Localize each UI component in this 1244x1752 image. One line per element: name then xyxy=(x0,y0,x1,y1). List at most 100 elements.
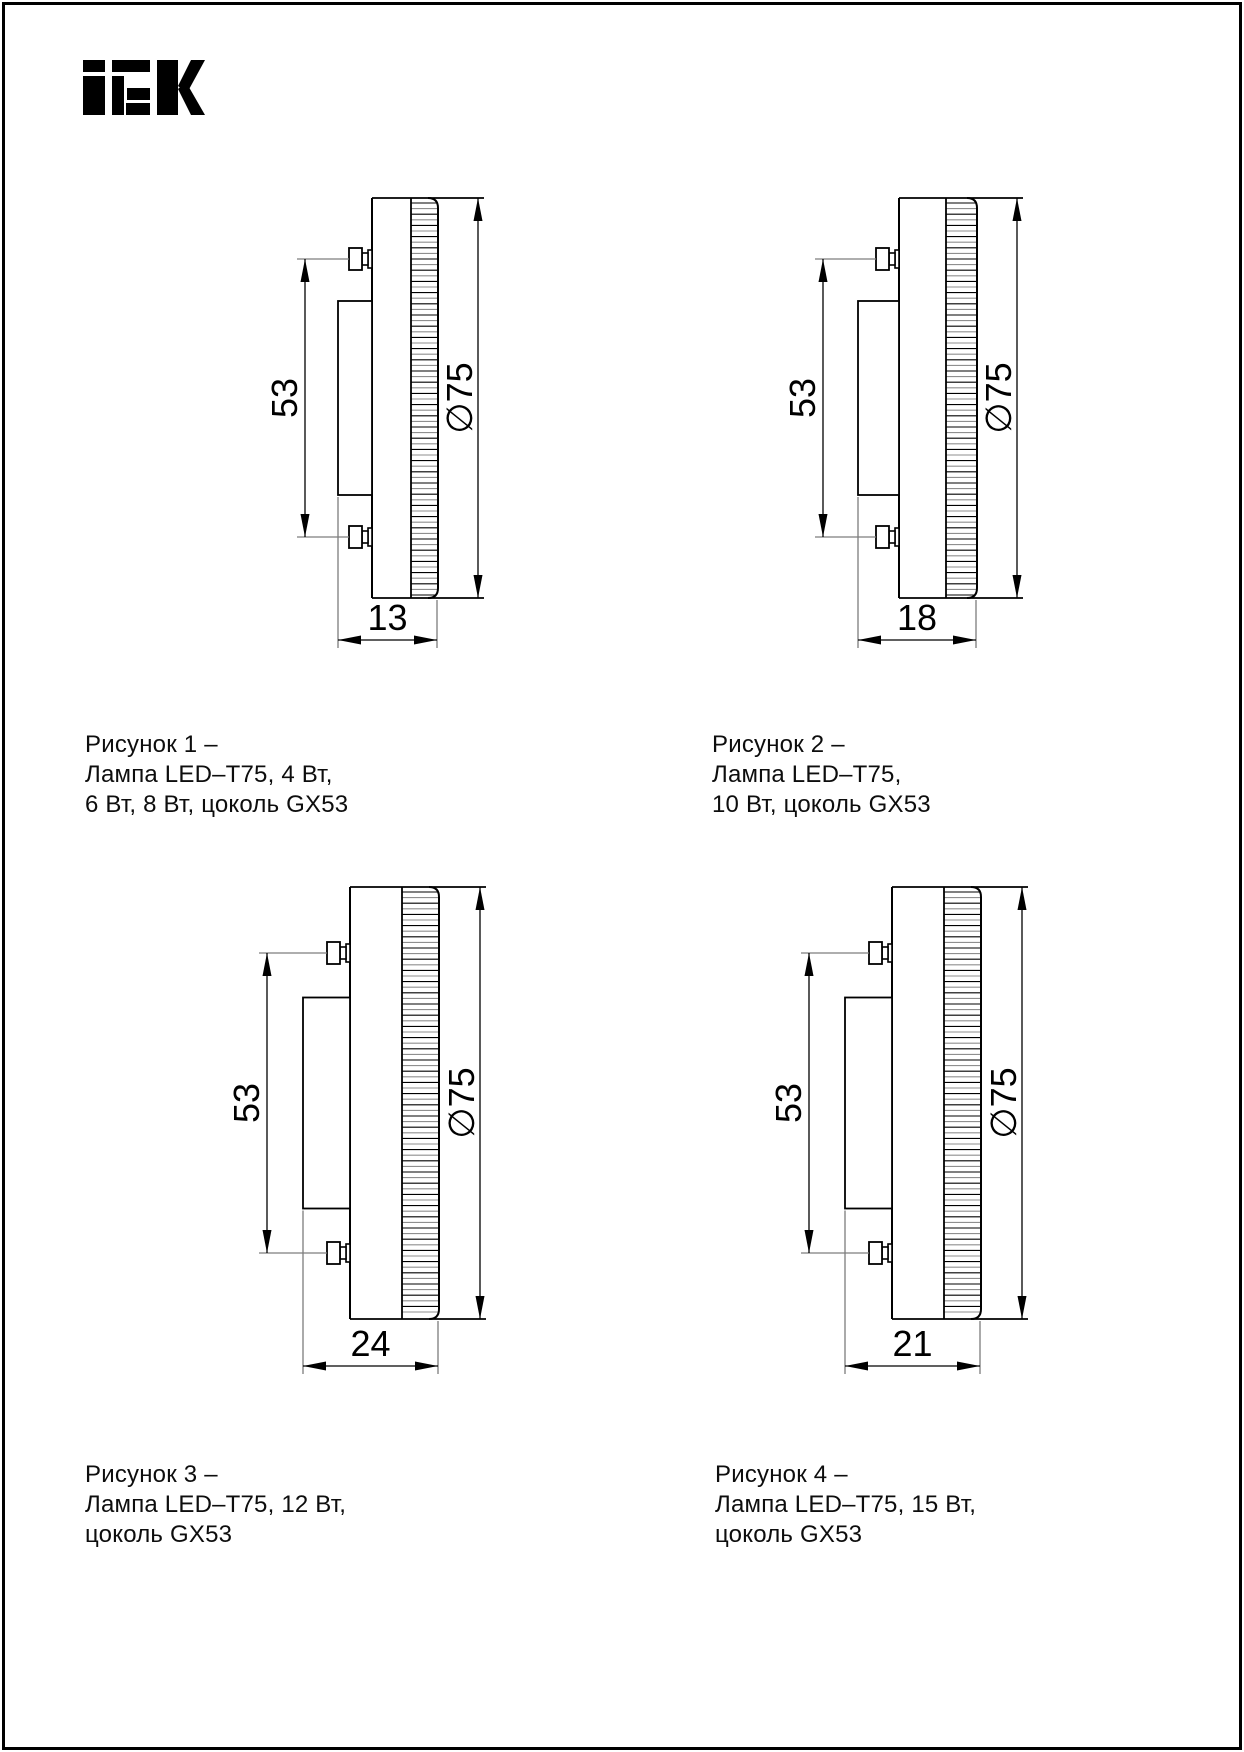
dim-thickness-label: 24 xyxy=(350,1323,390,1364)
pin-head xyxy=(326,1241,341,1265)
dim-thickness-label: 21 xyxy=(892,1323,932,1364)
dim-arrow xyxy=(473,575,483,598)
logo-k-stem xyxy=(157,60,178,115)
caption-line: 10 Вт, цоколь GX53 xyxy=(712,791,931,818)
caption-line: Рисунок 1 – xyxy=(85,731,218,758)
iek-logo xyxy=(83,60,205,115)
figure-1-caption: Рисунок 1 – Лампа LED–T75, 4 Вт, 6 Вт, 8… xyxy=(85,730,348,820)
pin-head xyxy=(326,941,341,965)
base-housing xyxy=(857,300,900,496)
dim-diameter-label: ∅75 xyxy=(978,362,1019,433)
base-housing xyxy=(844,996,893,1210)
pin-neck xyxy=(888,252,896,266)
logo-e-mid xyxy=(127,88,150,100)
dim-diameter-label: ∅75 xyxy=(983,1067,1024,1138)
dim-arrow xyxy=(858,635,881,645)
lamp-lens-hatch xyxy=(411,202,438,596)
dim-diameter-label: ∅75 xyxy=(439,362,480,433)
lamp-lens-edge xyxy=(970,886,982,1320)
dim-arrow xyxy=(338,635,361,645)
dim-pin-spacing-label: 53 xyxy=(264,378,305,418)
caption-line: Лампа LED–T75, 4 Вт, xyxy=(85,761,333,788)
dim-arrow xyxy=(845,1361,868,1371)
gx53-pin-bottom xyxy=(868,1241,893,1265)
logo-k-lower-arm xyxy=(178,82,205,115)
gx53-pin-bottom xyxy=(875,525,900,549)
dim-arrow xyxy=(262,1230,272,1253)
figure-2-drawing: 53 ∅75 18 xyxy=(782,197,1023,648)
gx53-pin-top xyxy=(868,941,893,965)
dim-arrow xyxy=(953,635,976,645)
lamp-lens-edge xyxy=(428,886,440,1320)
dim-arrow xyxy=(300,514,310,537)
dim-diameter-label: ∅75 xyxy=(441,1067,482,1138)
logo-i-stem xyxy=(83,76,105,115)
dim-arrow xyxy=(1017,1296,1027,1319)
logo-e-bottom xyxy=(126,103,150,115)
pin-head xyxy=(868,1241,883,1265)
dim-arrow xyxy=(300,259,310,282)
dim-arrow xyxy=(804,1230,814,1253)
dim-pin-spacing-label: 53 xyxy=(768,1083,809,1123)
pin-head xyxy=(348,525,363,549)
caption-line: Рисунок 2 – xyxy=(712,731,845,758)
dim-pin-spacing-label: 53 xyxy=(226,1083,267,1123)
logo-i-dot xyxy=(83,60,105,72)
lamp-lens-hatch xyxy=(402,891,439,1313)
dim-arrow xyxy=(475,887,485,910)
figure-2-caption: Рисунок 2 – Лампа LED–T75, 10 Вт, цоколь… xyxy=(712,730,931,820)
figure-4-drawing: 53 ∅75 21 xyxy=(768,886,1028,1374)
pin-head xyxy=(348,247,363,271)
caption-line: Лампа LED–T75, xyxy=(712,761,902,788)
caption-line: Лампа LED–T75, 12 Вт, xyxy=(85,1491,347,1518)
figure-4-caption: Рисунок 4 – Лампа LED–T75, 15 Вт, цоколь… xyxy=(715,1460,976,1550)
caption-line: 6 Вт, 8 Вт, цоколь GX53 xyxy=(85,791,349,818)
dim-arrow xyxy=(475,1296,485,1319)
lamp-lens-edge xyxy=(966,197,978,599)
caption-line: Рисунок 3 – xyxy=(85,1461,218,1488)
gx53-pin-bottom xyxy=(348,525,373,549)
dim-arrow xyxy=(303,1361,326,1371)
figure-1-drawing: 53 ∅75 13 xyxy=(264,197,484,648)
pin-head xyxy=(868,941,883,965)
dim-arrow xyxy=(818,514,828,537)
iek-logo-glyphs xyxy=(83,60,205,115)
caption-line: цоколь GX53 xyxy=(715,1521,863,1548)
figure-3-caption: Рисунок 3 – Лампа LED–T75, 12 Вт, цоколь… xyxy=(85,1460,346,1550)
dim-arrow xyxy=(1017,887,1027,910)
caption-line: Рисунок 4 – xyxy=(715,1461,848,1488)
dim-arrow xyxy=(473,198,483,221)
dim-thickness-label: 18 xyxy=(897,597,937,638)
pin-head xyxy=(875,525,890,549)
dim-arrow xyxy=(262,953,272,976)
dim-arrow xyxy=(818,259,828,282)
lamp-lens-hatch xyxy=(946,202,977,596)
pin-neck xyxy=(881,1246,889,1260)
dim-arrow xyxy=(1012,198,1022,221)
pin-neck xyxy=(888,530,896,544)
dim-arrow xyxy=(804,953,814,976)
figure-3-drawing: 53 ∅75 24 xyxy=(226,886,486,1374)
dim-arrow xyxy=(415,1361,438,1371)
base-housing xyxy=(302,996,351,1210)
logo-e-left xyxy=(112,76,124,115)
base-housing xyxy=(337,300,373,496)
gx53-pin-bottom xyxy=(326,1241,351,1265)
dim-thickness-label: 13 xyxy=(367,597,407,638)
gx53-pin-top xyxy=(348,247,373,271)
lamp-lens-edge xyxy=(427,197,439,599)
pin-neck xyxy=(881,946,889,960)
lamp-lens-hatch xyxy=(944,891,981,1313)
dim-arrow xyxy=(1012,575,1022,598)
gx53-pin-top xyxy=(326,941,351,965)
dim-arrow xyxy=(414,635,437,645)
caption-line: цоколь GX53 xyxy=(85,1521,233,1548)
caption-line: Лампа LED–T75, 15 Вт, xyxy=(715,1491,977,1518)
logo-e-top xyxy=(112,60,150,72)
pin-head xyxy=(875,247,890,271)
dim-pin-spacing-label: 53 xyxy=(782,378,823,418)
dim-arrow xyxy=(957,1361,980,1371)
gx53-pin-top xyxy=(875,247,900,271)
